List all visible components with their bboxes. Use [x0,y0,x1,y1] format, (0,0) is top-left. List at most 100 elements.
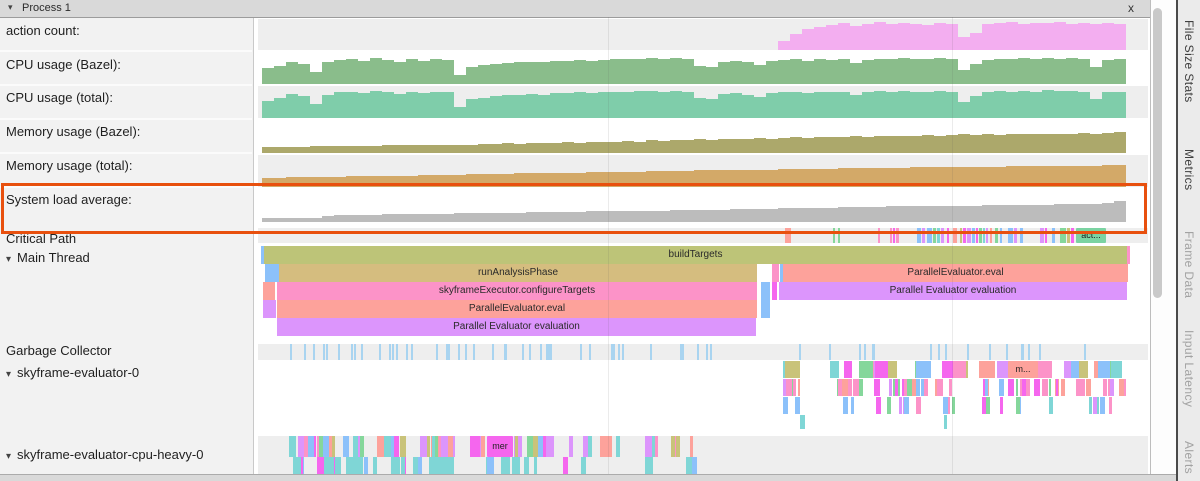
gc-event-tick[interactable] [388,344,391,360]
cpu-heavy-event[interactable] [451,436,455,457]
cpu-heavy-event[interactable] [393,436,399,457]
evaluator0-event[interactable] [1048,397,1053,414]
evaluator0-event[interactable] [915,379,921,396]
cpu-heavy-event[interactable] [303,436,308,457]
evaluator0-event[interactable] [942,397,945,414]
gc-event-tick[interactable] [858,344,861,360]
gc-event-tick[interactable] [864,344,866,360]
trace-span[interactable]: buildTargets [264,246,1127,264]
gc-event-tick[interactable] [289,344,292,360]
cpu-heavy-event[interactable] [318,436,324,457]
vertical-scrollbar-thumb[interactable] [1153,8,1162,298]
collapse-triangle-icon[interactable]: ▾ [8,2,13,12]
gc-event-tick[interactable] [406,344,408,360]
evaluator0-event[interactable] [1042,379,1049,396]
gc-event-tick[interactable] [938,344,941,360]
gc-event-tick[interactable] [522,344,525,360]
gc-event-tick[interactable] [396,344,398,360]
critical-path-event[interactable] [937,228,940,243]
critical-path-event[interactable] [893,228,895,243]
evaluator0-event[interactable] [898,397,902,414]
trace-span[interactable]: runAnalysisPhase [279,264,757,282]
gc-event-tick[interactable] [966,344,969,360]
trace-span-small[interactable] [780,264,783,282]
evaluator0-event[interactable] [1055,379,1058,396]
evaluator0-event[interactable] [888,379,892,396]
critical-path-event[interactable] [833,228,835,243]
critical-path-event[interactable] [933,228,936,243]
evaluator0-event[interactable] [1076,379,1081,396]
critical-path-event[interactable] [878,228,880,243]
gc-event-tick[interactable] [706,344,709,360]
cpu-heavy-event[interactable] [504,457,510,474]
critical-path-event[interactable] [990,228,992,243]
cpu-heavy-event[interactable] [424,436,430,457]
gc-event-tick[interactable] [1005,344,1008,360]
cpu-heavy-event[interactable] [297,457,301,474]
cpu-heavy-event[interactable] [364,457,368,474]
evaluator0-event[interactable] [838,379,842,396]
critical-path-event[interactable] [1000,228,1002,243]
evaluator0-event[interactable] [783,379,788,396]
critical-path-chip[interactable]: act... [1076,228,1106,243]
evaluator0-event[interactable] [936,379,943,396]
trace-span-small[interactable] [265,264,279,282]
trace-span-small[interactable] [761,282,770,300]
evaluator0-event[interactable] [895,379,898,396]
trace-span-small[interactable] [761,300,770,318]
critical-path-event[interactable] [963,228,966,243]
evaluator0-event[interactable] [1079,379,1085,396]
cpu-heavy-event[interactable] [546,436,554,457]
cpu-heavy-event[interactable] [615,436,620,457]
critical-path-event[interactable] [1067,228,1070,243]
cpu-heavy-event[interactable] [604,436,612,457]
cpu-heavy-event[interactable] [316,457,324,474]
evaluator0-event[interactable] [952,397,956,414]
evaluator0-event[interactable] [910,379,917,396]
cpu-heavy-event[interactable] [487,457,494,474]
evaluator0-event[interactable] [875,361,888,378]
cpu-heavy-event[interactable] [377,436,386,457]
critical-path-event[interactable] [1008,228,1013,243]
cpu-heavy-event[interactable] [399,436,406,457]
cpu-heavy-event[interactable] [500,457,506,474]
cpu-heavy-event[interactable] [335,457,339,474]
evaluator0-event[interactable] [857,379,864,396]
collapse-triangle-icon[interactable]: ▾ [6,451,12,462]
critical-path-event[interactable] [927,228,932,243]
evaluator0-event[interactable] [979,361,995,378]
gc-event-tick[interactable] [350,344,353,360]
gc-event-tick[interactable] [588,344,591,360]
track-label-collapsible[interactable]: ▾ skyframe-evaluator-0 [6,365,139,380]
evaluator0-event[interactable] [1070,361,1080,378]
evaluator0-event[interactable] [842,379,848,396]
evaluator0-event[interactable] [1110,361,1122,378]
gc-event-tick[interactable] [1021,344,1024,360]
cpu-heavy-event[interactable] [448,457,455,474]
critical-path-event[interactable] [890,228,892,243]
horizontal-scrollbar[interactable] [0,474,1176,481]
critical-path-event[interactable] [972,228,975,243]
critical-path-event[interactable] [979,228,982,243]
evaluator0-event[interactable] [901,379,904,396]
trace-span[interactable]: skyframeExecutor.configureTargets [277,282,757,300]
cpu-heavy-event[interactable] [389,436,394,457]
trace-span[interactable]: Parallel Evaluator evaluation [779,282,1127,300]
evaluator0-event[interactable] [801,415,805,429]
critical-path-event[interactable] [953,228,957,243]
evaluator0-event[interactable] [1086,379,1092,396]
counter-chart-row[interactable] [0,155,1150,187]
cpu-heavy-event[interactable] [289,436,296,457]
cpu-heavy-event[interactable] [354,457,361,474]
critical-path-event[interactable] [941,228,944,243]
evaluator0-event[interactable] [949,379,952,396]
counter-chart-row[interactable] [0,52,1150,84]
cpu-heavy-event[interactable] [400,457,406,474]
cpu-heavy-event[interactable] [345,457,350,474]
evaluator0-event[interactable] [1119,379,1124,396]
cpu-heavy-event[interactable] [689,436,694,457]
cpu-heavy-event[interactable] [292,457,301,474]
critical-path-event[interactable] [1045,228,1047,243]
evaluator0-event[interactable] [947,397,950,414]
evaluator0-event[interactable] [1078,361,1088,378]
